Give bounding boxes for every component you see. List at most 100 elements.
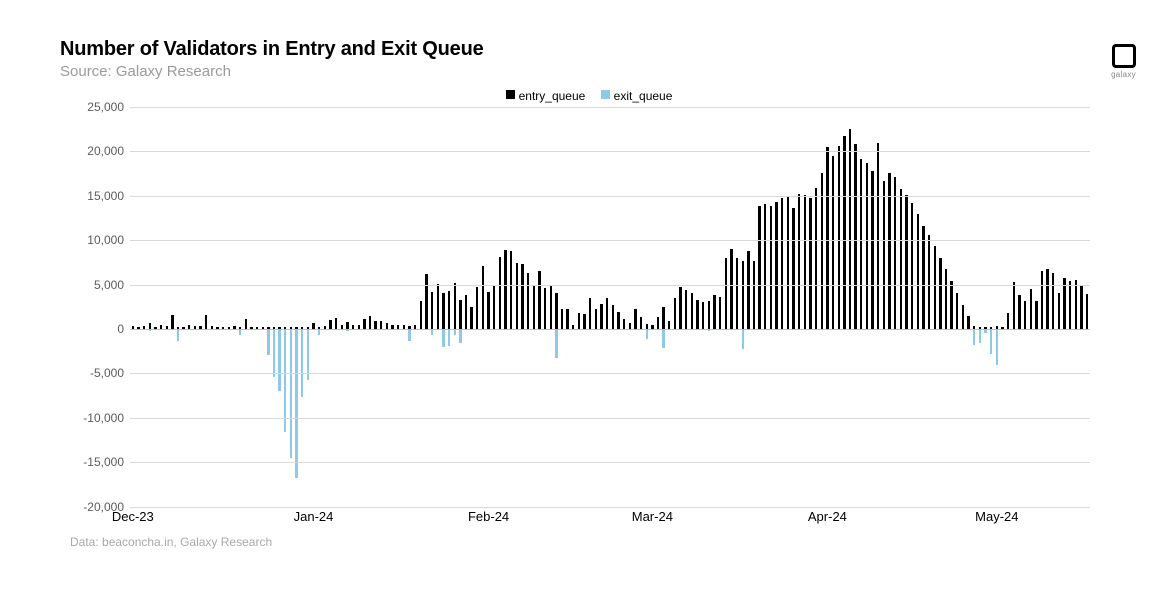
chart-footnote: Data: beaconcha.in, Galaxy Research (70, 535, 1106, 549)
legend: entry_queue exit_queue (60, 88, 1106, 103)
bars-layer (130, 107, 1090, 507)
entry-bar (922, 226, 924, 329)
entry-bar (843, 136, 845, 329)
entry-bar (719, 297, 721, 329)
entry-bar (329, 320, 331, 329)
entry-bar (521, 264, 523, 329)
entry-bar (1035, 301, 1037, 329)
entry-bar (369, 316, 371, 329)
galaxy-logo-text: galaxy (1111, 70, 1136, 79)
entry-bar (900, 189, 902, 329)
entry-bar (849, 129, 851, 329)
entry-bar (1018, 295, 1020, 329)
exit-bar (290, 329, 292, 458)
exit-bar (442, 329, 444, 347)
entry-bar (561, 309, 563, 329)
exit-bar (408, 329, 410, 341)
entry-bar (826, 147, 828, 329)
entry-bar (945, 269, 947, 329)
gridline (130, 196, 1090, 197)
entry-bar (838, 146, 840, 329)
gridline (130, 285, 1090, 286)
x-tick-label: Feb-24 (468, 509, 509, 524)
exit-bar (742, 329, 744, 349)
entry-bar (1080, 285, 1082, 329)
entry-bar (555, 293, 557, 329)
entry-bar (674, 298, 676, 329)
entry-bar (854, 144, 856, 329)
entry-bar (499, 257, 501, 329)
entry-bar (956, 293, 958, 329)
y-tick-label: 15,000 (70, 189, 124, 203)
entry-bar (606, 298, 608, 329)
entry-bar (1041, 271, 1043, 329)
exit-bar (273, 329, 275, 377)
entry-bar (470, 307, 472, 329)
entry-bar (894, 177, 896, 329)
exit-bar (973, 329, 975, 345)
entry-bar (459, 300, 461, 329)
entry-bar (583, 314, 585, 329)
entry-bar (335, 318, 337, 329)
entry-bar (1075, 280, 1077, 329)
entry-bar (589, 298, 591, 329)
exit-bar (979, 329, 981, 343)
entry-bar (939, 258, 941, 329)
entry-bar (679, 287, 681, 329)
entry-bar (454, 283, 456, 329)
entry-bar (1086, 294, 1088, 329)
exit-bar (295, 329, 297, 478)
entry-bar (1007, 313, 1009, 329)
entry-bar (448, 291, 450, 329)
legend-swatch-entry (506, 90, 515, 99)
entry-bar (742, 261, 744, 329)
entry-bar (657, 317, 659, 329)
entry-bar (420, 301, 422, 329)
entry-bar (538, 271, 540, 329)
gridline (130, 418, 1090, 419)
entry-bar (1063, 278, 1065, 329)
entry-bar (911, 203, 913, 329)
entry-bar (205, 315, 207, 329)
galaxy-logo: galaxy (1111, 44, 1136, 79)
entry-bar (1058, 293, 1060, 329)
x-axis: Dec-23Jan-24Feb-24Mar-24Apr-24May-24 (130, 507, 1090, 527)
entry-bar (798, 194, 800, 329)
entry-bar (696, 300, 698, 329)
exit-bar (990, 329, 992, 354)
entry-bar (510, 251, 512, 329)
entry-bar (781, 198, 783, 329)
legend-label-entry: entry_queue (519, 89, 586, 103)
entry-bar (1069, 281, 1071, 329)
entry-bar (821, 173, 823, 329)
entry-bar (758, 206, 760, 329)
exit-bar (307, 329, 309, 380)
entry-bar (465, 295, 467, 329)
y-tick-label: 20,000 (70, 144, 124, 158)
y-tick-label: 10,000 (70, 233, 124, 247)
entry-bar (640, 317, 642, 329)
galaxy-logo-icon (1112, 44, 1136, 68)
x-tick-label: Apr-24 (808, 509, 847, 524)
entry-bar (1052, 273, 1054, 329)
entry-bar (809, 198, 811, 329)
y-tick-label: 25,000 (70, 100, 124, 114)
entry-bar (787, 197, 789, 329)
entry-bar (437, 284, 439, 329)
chart-subtitle: Source: Galaxy Research (60, 63, 1106, 80)
entry-bar (363, 319, 365, 329)
entry-bar (736, 258, 738, 329)
entry-bar (747, 251, 749, 329)
entry-bar (544, 288, 546, 329)
exit-bar (284, 329, 286, 432)
gridline (130, 107, 1090, 108)
entry-bar (425, 274, 427, 329)
entry-bar (860, 159, 862, 329)
chart-container: galaxy Number of Validators in Entry and… (0, 0, 1166, 607)
entry-bar (578, 313, 580, 329)
entry-bar (380, 321, 382, 329)
entry-bar (1024, 301, 1026, 329)
entry-bar (708, 301, 710, 329)
entry-bar (934, 246, 936, 329)
entry-bar (815, 188, 817, 329)
